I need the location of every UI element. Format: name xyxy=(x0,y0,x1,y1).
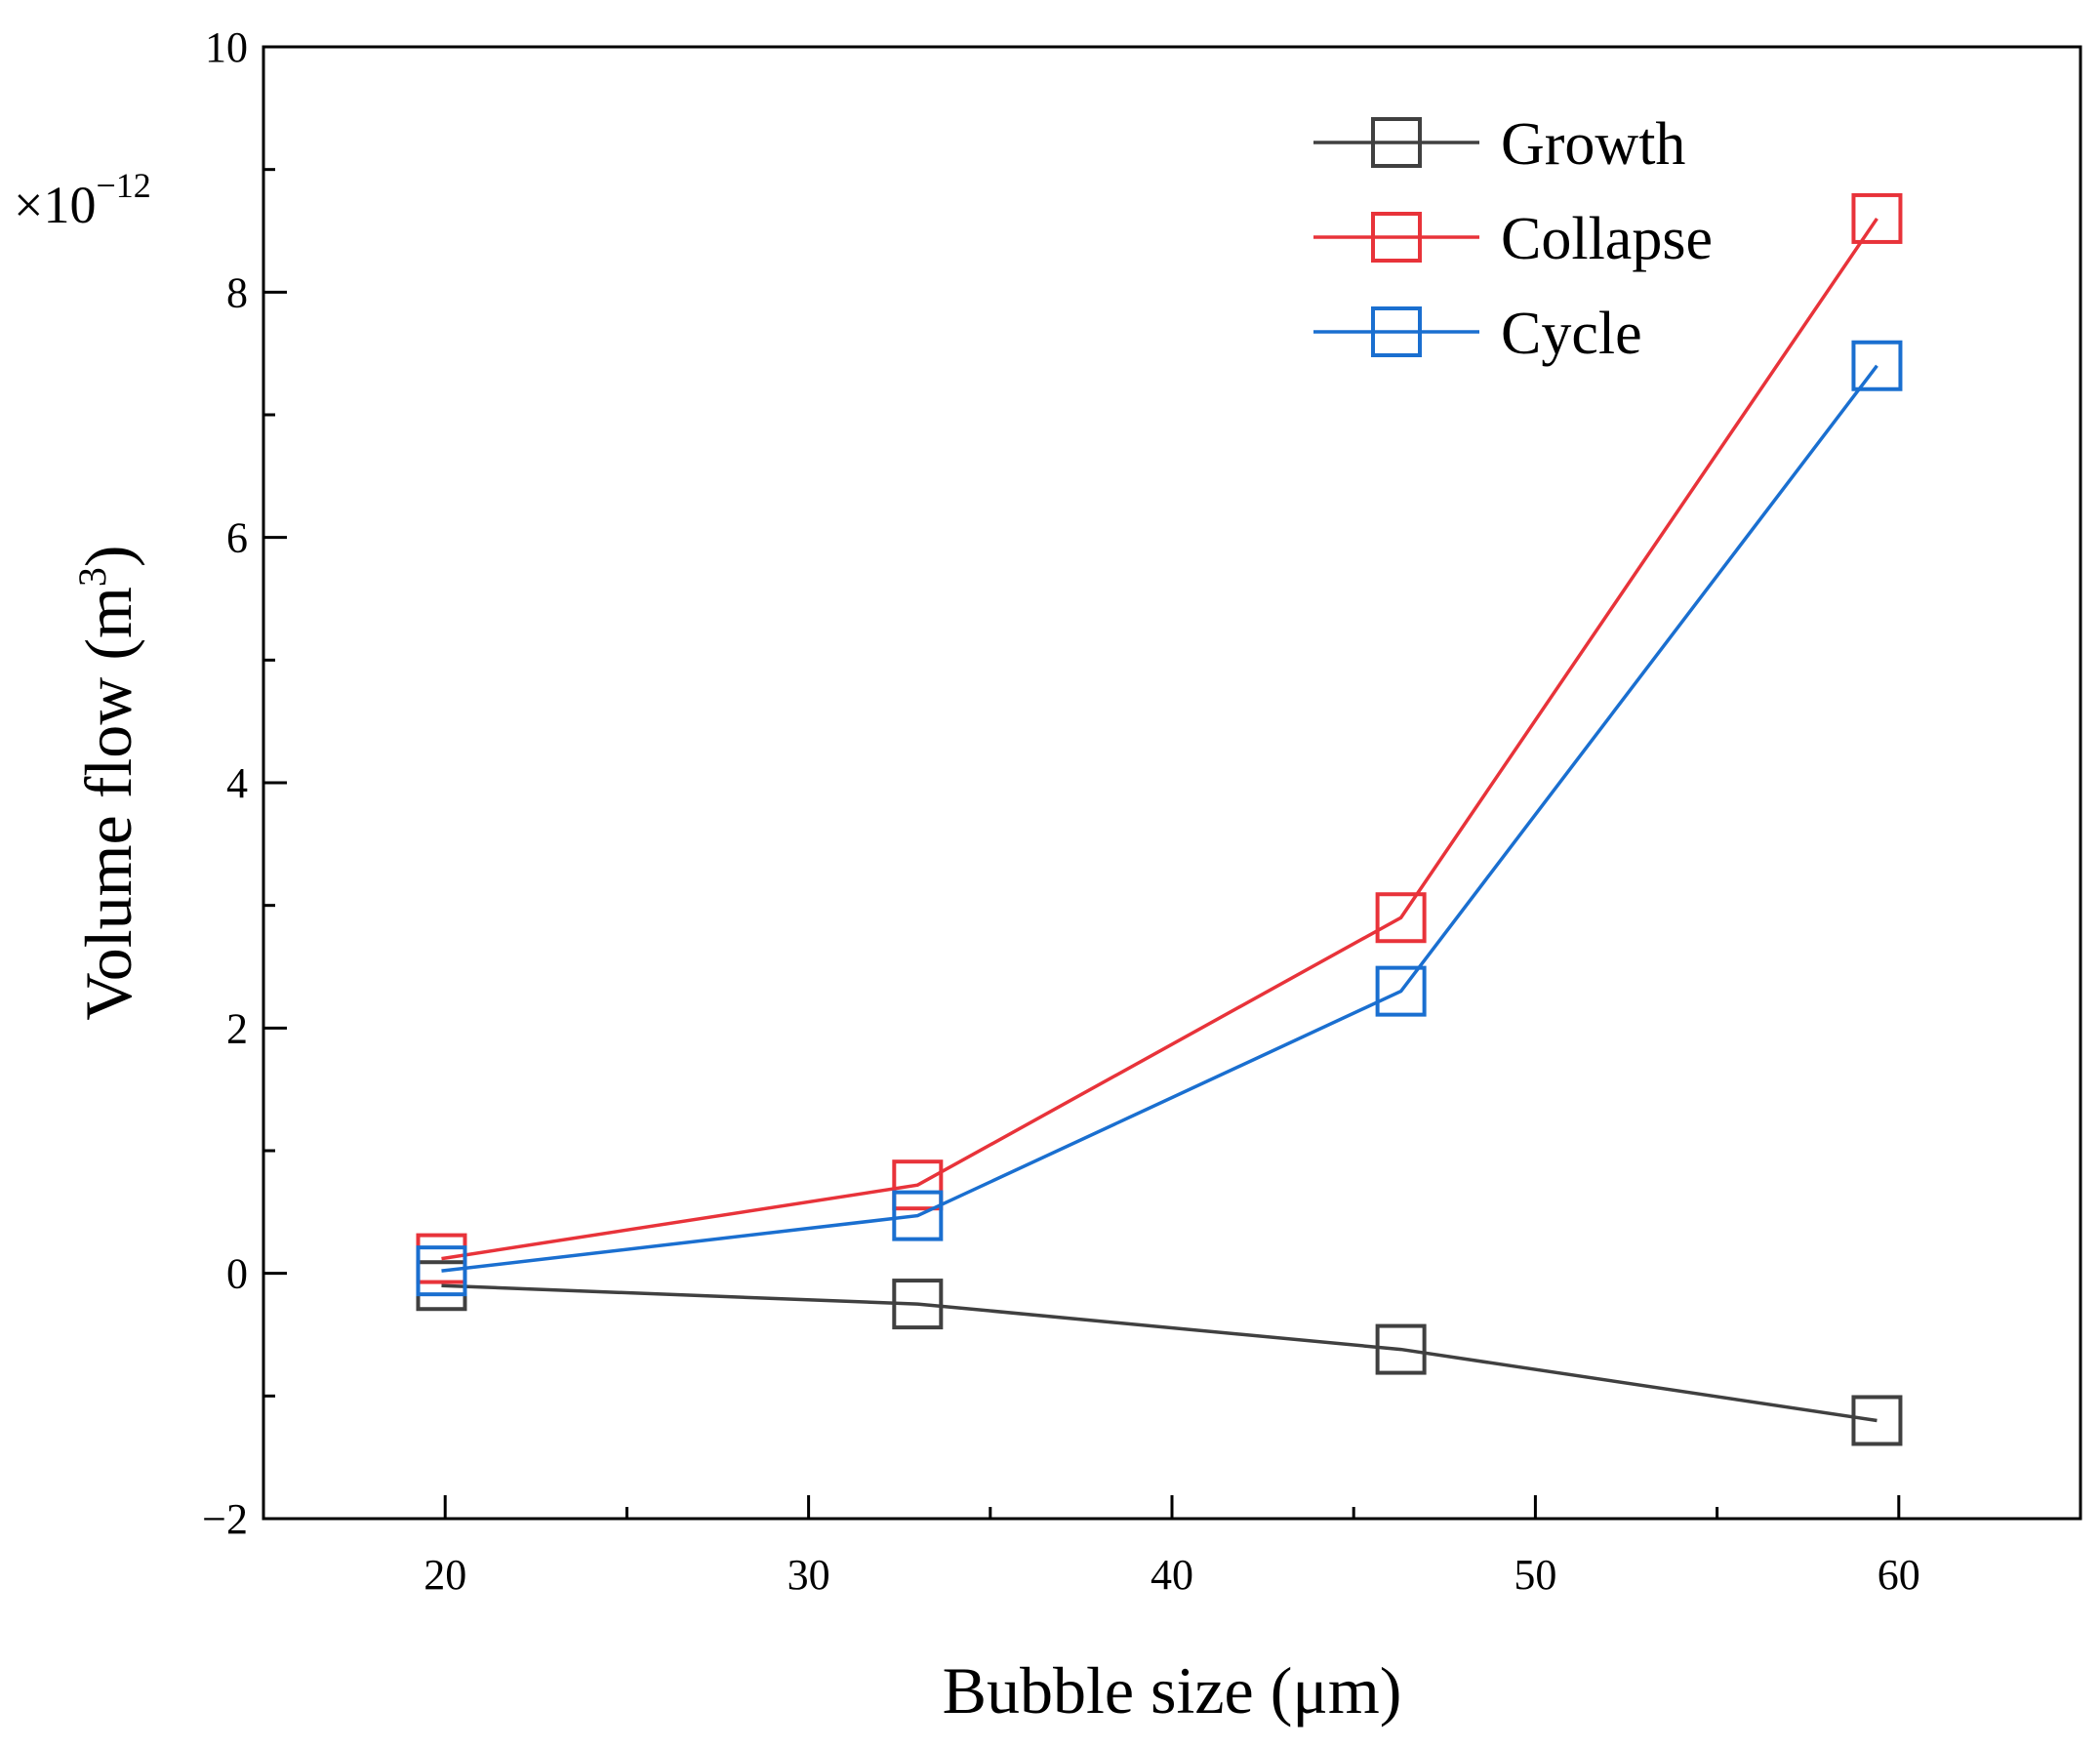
y-axis-title-close: ) xyxy=(71,545,145,567)
series-cycle xyxy=(416,340,1903,1297)
y-scale-base: ×10 xyxy=(14,176,96,234)
y-tick-label: 2 xyxy=(226,1004,248,1052)
data-point-growth xyxy=(1851,1395,1903,1446)
y-axis-title-sup: 3 xyxy=(70,567,114,587)
legend-label-collapse: Collapse xyxy=(1501,206,1713,272)
data-point-cycle xyxy=(1375,965,1427,1017)
series-line-growth xyxy=(441,1283,1878,1423)
legend-marker-cycle xyxy=(1371,306,1422,357)
series-growth xyxy=(416,1260,1903,1446)
legend-marker-collapse xyxy=(1371,212,1422,263)
x-tick-label: 30 xyxy=(788,1551,830,1599)
x-axis-title: Bubble size (μm) xyxy=(943,1653,1402,1728)
plot-frame xyxy=(262,45,2082,1521)
legend-label-cycle: Cycle xyxy=(1501,301,1642,367)
series-collapse xyxy=(416,192,1903,1284)
x-tick-label: 60 xyxy=(1878,1551,1920,1599)
y-tick-label: 8 xyxy=(226,268,248,316)
legend-label-growth: Growth xyxy=(1501,111,1685,178)
legend-marker-growth xyxy=(1371,117,1422,168)
data-point-collapse xyxy=(892,1159,944,1211)
data-point-cycle xyxy=(416,1245,467,1297)
y-axis-title: Volume flow (m3) xyxy=(70,545,145,1020)
x-tick-label: 20 xyxy=(424,1551,466,1599)
y-tick-label: 4 xyxy=(226,759,248,807)
data-point-collapse xyxy=(1375,892,1427,944)
y-axis-ticks: −2 0 2 4 6 8 10 xyxy=(202,23,287,1543)
data-point-growth xyxy=(892,1279,944,1330)
x-axis-ticks: 20 30 40 50 60 xyxy=(424,1495,1920,1599)
legend-item-collapse: Collapse xyxy=(1313,206,1713,272)
y-scale-label: ×10−12 xyxy=(14,166,151,234)
y-tick-label: 0 xyxy=(226,1250,248,1298)
series-layer xyxy=(416,192,1903,1446)
x-tick-label: 50 xyxy=(1514,1551,1556,1599)
legend-item-cycle: Cycle xyxy=(1313,301,1642,367)
legend-item-growth: Growth xyxy=(1313,111,1685,178)
y-tick-label: 6 xyxy=(226,514,248,562)
data-point-cycle xyxy=(1851,340,1903,391)
series-line-collapse xyxy=(441,217,1878,1261)
y-axis-title-main: Volume flow (m xyxy=(71,587,145,1021)
data-point-cycle xyxy=(892,1190,944,1241)
x-tick-label: 40 xyxy=(1151,1551,1193,1599)
data-point-collapse xyxy=(1851,192,1903,244)
data-point-growth xyxy=(1375,1323,1427,1375)
y-tick-label: 10 xyxy=(205,23,248,71)
y-scale-exponent: −12 xyxy=(96,166,150,205)
y-tick-label: −2 xyxy=(202,1495,248,1543)
series-line-cycle xyxy=(441,364,1878,1273)
legend: Growth Collapse Cycle xyxy=(1313,111,1713,367)
